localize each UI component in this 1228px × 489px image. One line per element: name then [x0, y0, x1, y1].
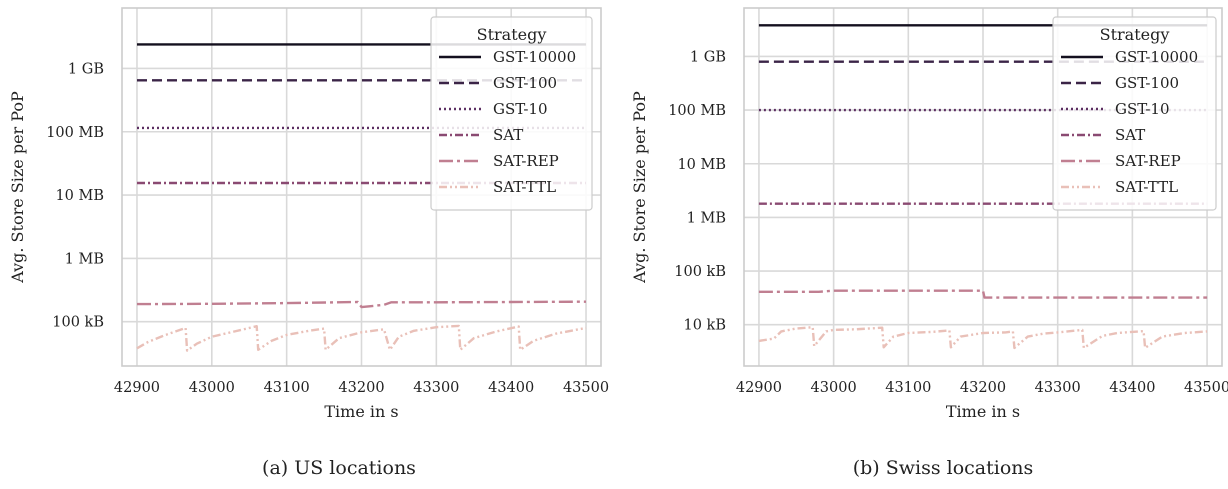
- legend-entry-label: SAT-REP: [1115, 152, 1181, 170]
- y-tick-label: 10 MB: [55, 188, 104, 204]
- legend-entry-label: GST-10000: [1115, 48, 1198, 66]
- x-tick-label: 43300: [1035, 380, 1081, 396]
- y-tick-label: 100 MB: [668, 103, 726, 119]
- legend: Strategy GST-10000 GST-100 GST-10 SAT SAT-REP…: [1052, 16, 1217, 211]
- chart-panel-1: 42900 43000 43100 43200 43300 43400 43500 100 k…: [8, 7, 609, 479]
- y-axis-label: Avg. Store Size per PoP: [630, 91, 649, 284]
- figure-caption: (a) US locations: [262, 457, 416, 479]
- y-tick-label: 10 MB: [677, 157, 726, 173]
- legend: Strategy GST-10000 GST-100 GST-10 SAT SAT-REP…: [430, 16, 593, 211]
- x-tick-label: 43100: [264, 380, 310, 396]
- y-tick-label: 100 kB: [52, 315, 104, 331]
- y-tick-label: 1 MB: [687, 210, 726, 226]
- legend-entry-label: GST-100: [1115, 74, 1179, 92]
- series-line-sat-rep: [136, 300, 587, 309]
- legend-title: Strategy: [1100, 25, 1170, 44]
- series-line-sat-ttl: [758, 326, 1208, 350]
- y-tick-label: 100 MB: [46, 125, 104, 141]
- legend-entry-label: SAT-TTL: [1115, 178, 1178, 196]
- x-tick-label: 43100: [885, 380, 931, 396]
- x-axis-label: Time in s: [946, 402, 1020, 421]
- legend-entry-label: GST-10000: [493, 48, 576, 66]
- legend-entry-label: SAT: [493, 126, 523, 144]
- plot-frame: [743, 7, 1223, 367]
- x-tick-label: 42900: [114, 380, 160, 396]
- x-tick-label: 43500: [1184, 380, 1228, 396]
- x-tick-label: 43200: [960, 380, 1006, 396]
- y-tick-label: 1 GB: [690, 49, 726, 65]
- x-tick-label: 43300: [413, 380, 459, 396]
- y-tick-label: 100 kB: [674, 264, 726, 280]
- y-tick-label: 1 MB: [65, 251, 104, 267]
- legend-entry-label: GST-10: [493, 100, 548, 118]
- legend-title: Strategy: [477, 25, 547, 44]
- series-line-sat-rep: [758, 289, 1208, 299]
- x-tick-label: 43400: [488, 380, 534, 396]
- legend-entry-label: SAT: [1115, 126, 1145, 144]
- x-tick-label: 42900: [736, 380, 782, 396]
- legend-entry-label: GST-100: [493, 74, 557, 92]
- x-tick-label: 43400: [1109, 380, 1155, 396]
- x-tick-label: 43000: [189, 380, 235, 396]
- y-tick-label: 1 GB: [68, 61, 104, 77]
- y-tick-label: 10 kB: [683, 318, 726, 334]
- legend-entry-label: SAT-TTL: [493, 178, 556, 196]
- x-tick-label: 43200: [338, 380, 384, 396]
- y-axis-label: Avg. Store Size per PoP: [8, 91, 27, 284]
- chart-panel-2: 42900 43000 43100 43200 43300 43400 43500 10 kB…: [630, 7, 1228, 479]
- x-axis-label: Time in s: [324, 402, 398, 421]
- plot-frame: [121, 7, 602, 367]
- x-tick-label: 43000: [811, 380, 857, 396]
- legend-entry-label: SAT-REP: [493, 152, 559, 170]
- figure-caption: (b) Swiss locations: [853, 457, 1034, 479]
- series-line-sat-ttl: [136, 324, 587, 352]
- x-tick-label: 43500: [563, 380, 609, 396]
- legend-entry-label: GST-10: [1115, 100, 1170, 118]
